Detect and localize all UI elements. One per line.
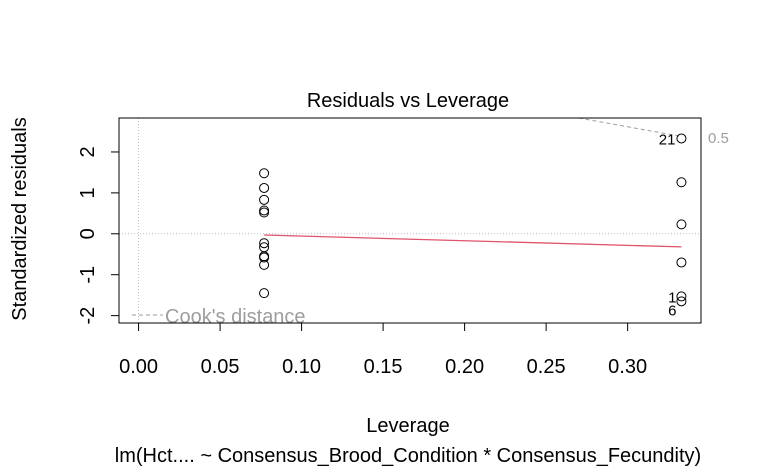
- data-point: [259, 194, 270, 205]
- y-tick-label: 0: [77, 228, 99, 239]
- data-point: [676, 296, 687, 307]
- data-point: [676, 257, 687, 268]
- cooks-distance-contour: [578, 117, 682, 137]
- y-tick-label: -2: [77, 307, 99, 325]
- data-point: [259, 207, 270, 218]
- chart-subtitle: lm(Hct.... ~ Consensus_Brood_Condition *…: [115, 445, 701, 467]
- x-tick-label: 0.05: [201, 356, 240, 378]
- data-point: [259, 252, 270, 263]
- x-tick-label: 0.30: [608, 356, 647, 378]
- data-point: [259, 168, 270, 179]
- data-point: [676, 133, 687, 144]
- data-point: [676, 219, 687, 230]
- data-point: [259, 259, 270, 270]
- plot-box: [118, 117, 702, 324]
- smoother-line: [264, 234, 682, 248]
- cooks-distance-legend-label: Cook's distance: [165, 306, 306, 328]
- x-tick-label: 0.10: [282, 356, 321, 378]
- x-tick-label: 0.20: [445, 356, 484, 378]
- x-tick-label: 0.15: [364, 356, 403, 378]
- cooks-contour-label: 0.5: [708, 130, 729, 147]
- x-axis-label: Leverage: [366, 415, 449, 437]
- y-tick-label: -1: [77, 266, 99, 284]
- data-point: [259, 288, 270, 299]
- data-point: [259, 205, 270, 216]
- point-label: 1: [668, 289, 676, 306]
- point-label: 21: [659, 131, 676, 148]
- x-tick-label: 0.25: [527, 356, 566, 378]
- data-point: [259, 238, 270, 249]
- y-tick-label: 1: [77, 187, 99, 198]
- data-point: [676, 177, 687, 188]
- point-label: 6: [668, 302, 676, 319]
- y-tick-label: 2: [77, 146, 99, 157]
- y-axis-label: Standardized residuals: [9, 117, 31, 320]
- data-point: [259, 182, 270, 193]
- x-tick-label: 0.00: [119, 356, 158, 378]
- data-point: [676, 291, 687, 302]
- chart-title: Residuals vs Leverage: [307, 90, 509, 112]
